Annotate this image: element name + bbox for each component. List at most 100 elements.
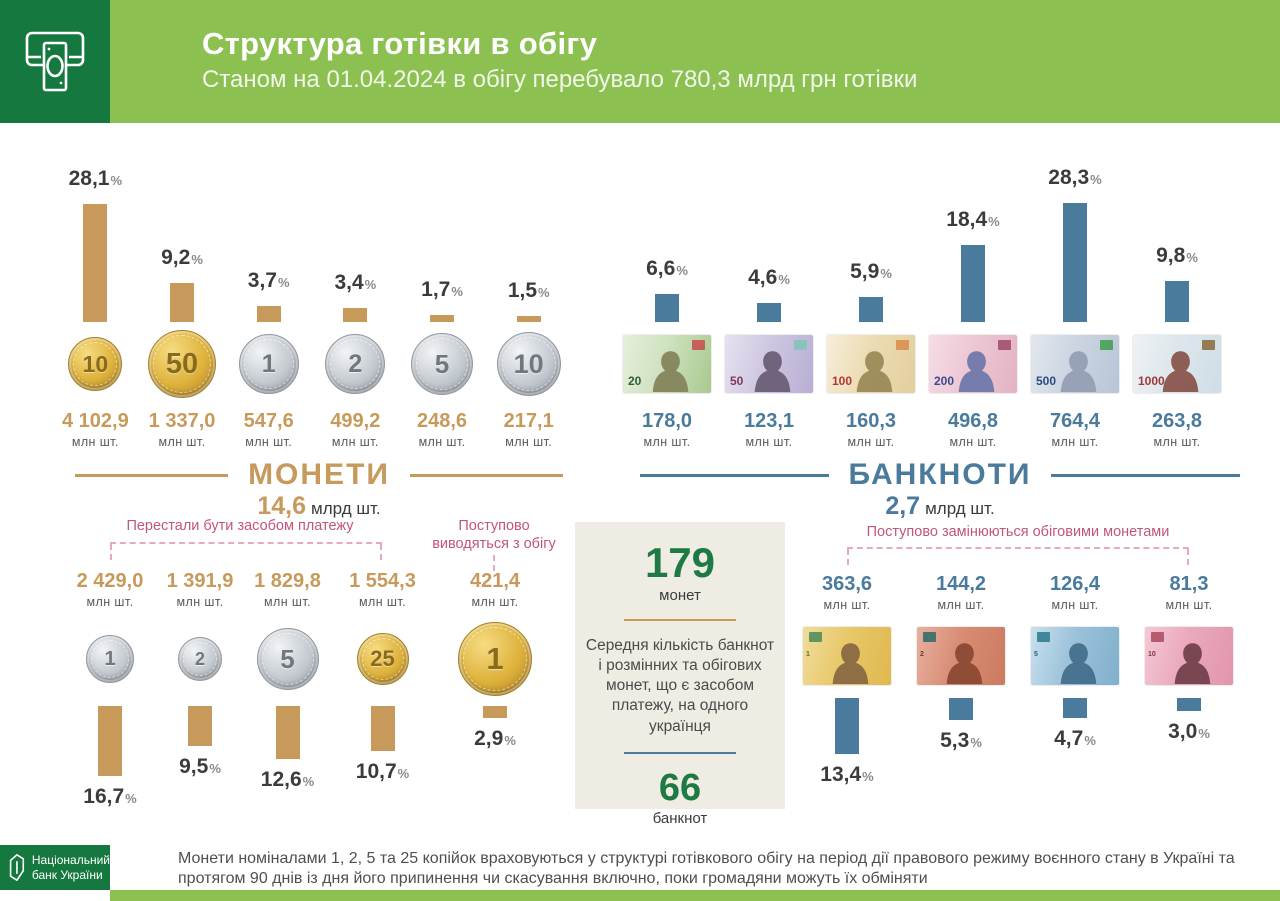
coins-bottom-column-2: 1 391,9 млн шт. 2 9,5% <box>160 570 240 809</box>
percent-value: 9,8 <box>1156 244 1186 267</box>
bar-cell: 4,6% <box>718 140 820 322</box>
percent-sign: % <box>778 272 790 287</box>
note-ornament <box>998 340 1011 350</box>
banknotes-per-person-label: банкнот <box>652 809 708 827</box>
nbu-logo-text: Національний банк України <box>32 853 110 882</box>
count-unit: млн шт. <box>331 435 379 449</box>
coins-top-column-6: 1,5% 10 217,1 млн шт. <box>485 140 572 449</box>
visual-cell: 1000 <box>1126 324 1228 404</box>
count-value: 363,6 <box>821 573 873 595</box>
banknotes-top-column-2: 4,6% 50 123,1 млн шт. <box>718 140 820 449</box>
bar-cell: 1,7% <box>399 140 486 322</box>
banknote-denomination: 5 <box>1034 651 1038 658</box>
percent-sign: % <box>504 733 516 748</box>
percent-value: 28,3 <box>1048 166 1090 189</box>
bar-cell: 28,3% <box>1024 140 1126 322</box>
count-value: 1 829,8 <box>254 570 321 592</box>
banknotes-bottom-bar <box>1063 698 1087 718</box>
gold-divider <box>624 619 736 621</box>
footer-note: Монети номіналами 1, 2, 5 та 25 копійок … <box>178 850 1235 887</box>
note-withdraw-label: Поступово виводяться з обігу <box>432 518 556 553</box>
coins-total: 14,6 млрд шт. <box>75 492 563 521</box>
percent-sign: % <box>880 266 892 281</box>
banknotes-per-person-value: 66 <box>658 766 702 809</box>
banknotes-bottom-bar <box>1177 698 1201 711</box>
percent-value: 6,6 <box>646 257 676 280</box>
percent-sign: % <box>970 735 982 750</box>
coins-bottom-group: Перестали бути засобом платежу Поступово… <box>60 515 560 845</box>
count-value: 1 554,3 <box>349 570 416 592</box>
percent-value: 5,9 <box>850 260 880 283</box>
percent-value: 4,7 <box>1054 727 1084 750</box>
visual-cell: 5 <box>1018 614 1132 698</box>
bar-cell: 3,7% <box>225 140 312 322</box>
count-unit: млн шт. <box>176 595 224 609</box>
coin-denomination: 5 <box>434 349 450 379</box>
coin-denomination: 10 <box>513 348 544 379</box>
coins-bottom-bar <box>370 706 395 751</box>
banknotes-top-column-4: 18,4% 200 496,8 млн шт. <box>922 140 1024 449</box>
bar-cell: 6,6% <box>616 140 718 322</box>
coins-bottom-chart: 2 429,0 млн шт. 1 16,7% 1 391,9 млн шт. 2 9,5% 1… <box>60 570 560 809</box>
coins-top-bar <box>83 204 108 322</box>
note-ornament <box>923 632 936 642</box>
count-value: 547,6 <box>243 410 294 432</box>
coins-top-column-1: 28,1% 10 4 102,9 млн шт. <box>52 140 139 449</box>
percent-label: 3,0% <box>1168 720 1210 744</box>
withdraw-tick <box>493 555 495 571</box>
percent-value: 2,9 <box>474 727 504 750</box>
coins-bottom-column-4: 1 554,3 млн шт. 25 10,7% <box>335 570 430 809</box>
bottom-accent-strip <box>110 890 1280 901</box>
banknotes-section-label: БАНКНОТИ <box>848 458 1032 491</box>
coins-bottom-bar <box>98 706 122 776</box>
note-stopped-label: Перестали бути засобом платежу <box>126 518 354 534</box>
note-ornament <box>896 340 909 350</box>
banknotes-bottom-bar <box>835 698 859 754</box>
count-value: 178,0 <box>641 410 693 432</box>
banknotes-section-title: БАНКНОТИ <box>640 458 1241 492</box>
coin-denomination: 2 <box>348 349 363 378</box>
banknotes-bottom-chart: 363,6 млн шт. 1 13,4% 144,2 млн шт. 2 5,3% 126,4… <box>790 573 1246 787</box>
banknotes-top-bar <box>859 297 883 322</box>
coin-1-icon: 1 <box>86 634 134 683</box>
visual-cell: 100 <box>820 324 922 404</box>
bracket-tick <box>1187 549 1189 565</box>
count-value: 2 429,0 <box>76 570 144 592</box>
percent-sign: % <box>397 766 410 781</box>
count-value: 248,6 <box>416 410 468 432</box>
percent-sign: % <box>1090 172 1102 187</box>
coins-top-column-5: 1,7% 5 248,6 млн шт. <box>399 140 486 449</box>
portrait-silhouette-icon <box>853 347 897 393</box>
percent-value: 12,6 <box>260 768 302 791</box>
percent-label: 28,3% <box>1048 166 1101 190</box>
count-unit: млн шт. <box>418 435 466 449</box>
nbu-logo-line1: Національний <box>31 853 110 868</box>
stopped-bracket <box>110 542 382 560</box>
coin-1-icon: 1 <box>238 334 299 394</box>
count-value: 160,3 <box>845 410 897 432</box>
atm-banknote-icon <box>25 31 85 91</box>
coins-section-title: МОНЕТИ <box>75 458 564 492</box>
coins-bottom-column-3: 1 829,8 млн шт. 5 12,6% <box>240 570 335 809</box>
count-unit: млн шт. <box>823 598 871 612</box>
note-ornament <box>794 340 807 350</box>
banknotes-top-column-5: 28,3% 500 764,4 млн шт. <box>1024 140 1126 449</box>
average-description: Середня кількість банкнот і розмінних та… <box>585 637 775 735</box>
coins-top-column-4: 3,4% 2 499,2 млн шт. <box>312 140 399 449</box>
visual-cell: 25 <box>335 611 430 706</box>
nbu-emblem-icon <box>9 854 25 881</box>
visual-cell: 1 <box>225 324 312 404</box>
percent-sign: % <box>125 791 137 806</box>
cash-machine-icon <box>0 0 110 123</box>
coins-top-bar <box>430 315 455 322</box>
visual-cell: 1 <box>790 614 904 698</box>
banknote-denomination: 500 <box>1036 374 1057 388</box>
count-unit: млн шт. <box>949 435 997 449</box>
percent-sign: % <box>364 277 377 292</box>
visual-cell: 500 <box>1024 324 1126 404</box>
note-ornament <box>809 632 822 642</box>
divider-line <box>1051 473 1241 477</box>
percent-sign: % <box>1084 733 1096 748</box>
percent-label: 9,2% <box>161 246 203 270</box>
coin-50-icon: 50 <box>148 330 216 398</box>
